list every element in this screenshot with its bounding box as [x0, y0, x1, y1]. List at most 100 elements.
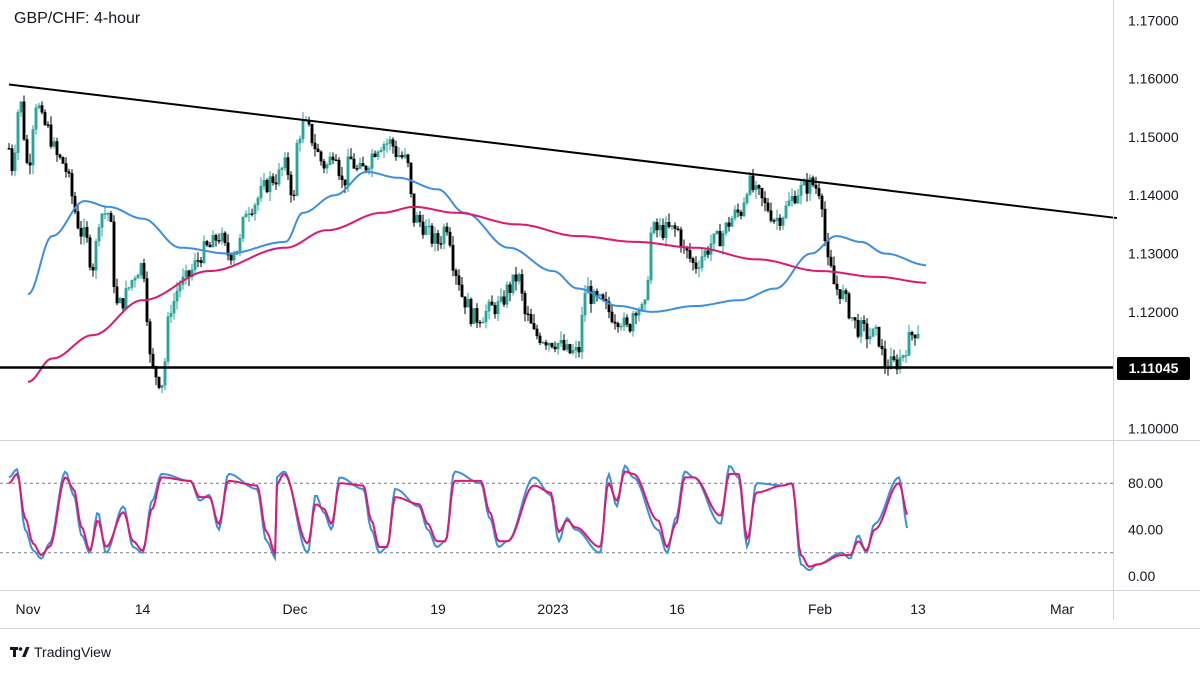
candle	[190, 263, 194, 281]
candle	[505, 281, 509, 309]
candle-body	[676, 228, 680, 230]
candle-body	[361, 163, 365, 167]
axes: 1.10000 1.12000 1.13000 1.14000 1.15000 1.160…	[0, 0, 1200, 629]
candle	[259, 177, 263, 202]
candle	[52, 137, 56, 149]
moving-average-slow-line	[27, 205, 926, 383]
candle-body	[28, 162, 32, 166]
candle	[856, 314, 860, 339]
candle-body	[457, 275, 461, 286]
candle-body	[523, 293, 527, 315]
candle	[502, 290, 506, 308]
candle	[205, 239, 209, 247]
candle	[844, 288, 848, 303]
candle	[913, 334, 917, 346]
candle	[616, 321, 620, 333]
candle	[382, 141, 386, 158]
candle	[43, 109, 47, 127]
candle	[631, 310, 635, 337]
candle	[697, 260, 701, 278]
candle-body	[484, 310, 488, 323]
candle-body	[43, 112, 47, 125]
candle	[691, 256, 695, 271]
candle	[94, 238, 98, 280]
candle	[880, 339, 884, 356]
candle-body	[805, 181, 809, 194]
candle-body	[199, 260, 203, 263]
candle-body	[115, 286, 119, 304]
candle-body	[220, 232, 224, 242]
candle-body	[292, 194, 296, 197]
candle-body	[7, 148, 11, 150]
candle-body	[916, 333, 920, 339]
candle	[526, 306, 530, 322]
candle-body	[700, 256, 704, 268]
candle	[712, 233, 716, 252]
tradingview-brand[interactable]: TradingView	[10, 644, 111, 660]
candle	[781, 216, 785, 231]
candle	[148, 318, 152, 363]
candle	[427, 218, 431, 236]
candle-body	[526, 313, 530, 316]
candle-body	[226, 242, 230, 256]
candle	[268, 171, 272, 201]
candle-body	[433, 233, 437, 244]
candle	[184, 264, 188, 285]
candle	[787, 192, 791, 207]
candle-body	[343, 179, 347, 186]
candle-body	[229, 254, 233, 261]
candle	[67, 168, 71, 178]
candle	[901, 354, 905, 362]
candle-body	[403, 154, 407, 158]
candle	[628, 323, 632, 333]
candle	[319, 150, 323, 166]
candle-body	[223, 232, 227, 243]
candle-body	[349, 156, 353, 160]
candle	[709, 234, 713, 262]
candle	[796, 189, 800, 205]
candle	[340, 166, 344, 188]
current-price-label: 1.11045	[1117, 357, 1190, 380]
candle	[73, 192, 77, 214]
candle-body	[10, 148, 14, 172]
candle	[208, 242, 212, 248]
candle	[769, 202, 773, 223]
candle	[904, 349, 908, 364]
candle	[805, 173, 809, 202]
candle	[556, 342, 560, 355]
candle-body	[862, 320, 866, 324]
candle-body	[277, 169, 281, 185]
candle-body	[88, 237, 92, 268]
candle-body	[451, 245, 455, 271]
stochastic-tick-label: 0.00	[1128, 568, 1155, 584]
candle	[493, 302, 497, 319]
candle	[313, 133, 317, 157]
candle-body	[535, 328, 539, 337]
candle	[868, 327, 872, 345]
candle	[850, 317, 854, 322]
candle-body	[613, 321, 617, 324]
candle-body	[496, 301, 500, 315]
candle-body	[40, 105, 44, 113]
candle	[91, 263, 95, 277]
time-tick-label: Nov	[16, 601, 41, 617]
candle-body	[679, 229, 683, 247]
candle	[592, 288, 596, 305]
candle-body	[217, 240, 221, 242]
candle-body	[538, 335, 542, 343]
candle-body	[415, 214, 419, 223]
candle	[874, 324, 878, 336]
candle	[172, 292, 176, 320]
candle	[871, 328, 875, 337]
time-tick-label: Dec	[283, 601, 308, 617]
candle-body	[556, 343, 560, 350]
candle	[328, 152, 332, 166]
candle	[511, 274, 515, 296]
candle	[823, 201, 827, 247]
candle	[421, 214, 425, 239]
candle	[625, 314, 629, 328]
candle-body	[184, 270, 188, 277]
candle	[634, 311, 638, 325]
candle-body	[901, 355, 905, 358]
candle	[298, 135, 302, 152]
